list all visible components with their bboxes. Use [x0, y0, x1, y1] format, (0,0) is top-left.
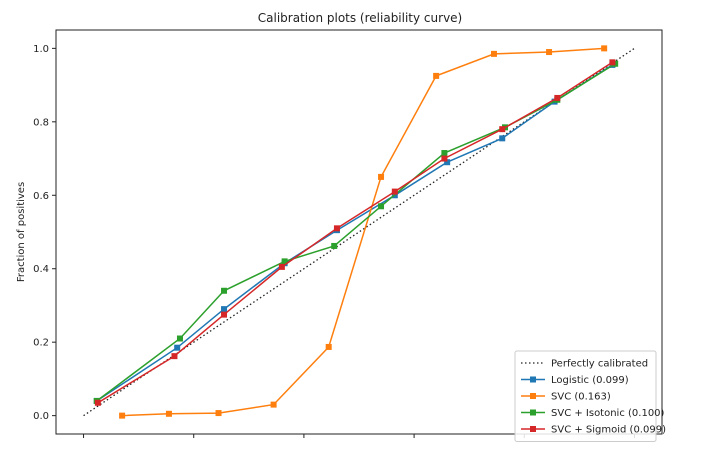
data-point	[94, 399, 101, 406]
data-point	[174, 344, 181, 351]
legend-label: SVC + Isotonic (0.100)	[551, 408, 665, 419]
data-point	[444, 159, 451, 166]
legend-marker	[530, 426, 536, 432]
plot-area	[55, 29, 663, 435]
data-point	[499, 135, 506, 142]
legend-label: Logistic (0.099)	[551, 375, 629, 386]
data-point	[119, 412, 126, 419]
data-point	[331, 242, 338, 249]
data-point	[441, 150, 448, 157]
data-point	[378, 173, 385, 180]
legend-label: SVC (0.163)	[551, 392, 611, 403]
chart-title: Calibration plots (reliability curve)	[258, 11, 462, 25]
data-point	[609, 59, 616, 66]
legend-label: Perfectly calibrated	[551, 359, 648, 370]
y-axis-label: Fraction of positives	[16, 182, 27, 282]
data-point	[433, 72, 440, 79]
data-point	[176, 335, 183, 342]
data-point	[221, 287, 228, 294]
data-point	[601, 45, 608, 52]
data-point	[215, 410, 222, 417]
data-point	[221, 306, 228, 313]
y-tick-label: 1.0	[33, 44, 49, 55]
y-axis-ticks: 0.0 0.2 0.4 0.6 0.8 1.0	[33, 44, 56, 422]
series-1	[119, 45, 608, 419]
data-point	[499, 126, 506, 133]
series-line	[96, 64, 613, 402]
data-point	[165, 410, 172, 417]
data-point	[378, 203, 385, 210]
data-point	[221, 311, 228, 318]
data-point	[281, 258, 288, 265]
data-point	[333, 225, 340, 232]
y-tick-label: 0.2	[33, 338, 49, 349]
series-line	[97, 61, 613, 404]
y-tick-label: 0.0	[33, 411, 49, 422]
y-tick-label: 0.6	[33, 191, 49, 202]
data-point	[441, 155, 448, 162]
data-point	[278, 263, 285, 270]
data-point	[270, 401, 277, 408]
data-point	[391, 188, 398, 195]
data-point	[490, 50, 497, 57]
data-point	[546, 49, 553, 56]
legend: Perfectly calibrated Logistic (0.099) SVC …	[514, 350, 666, 442]
series-3	[94, 59, 616, 406]
legend-box	[514, 350, 657, 442]
data-point	[171, 353, 178, 360]
series-line	[122, 47, 605, 417]
legend-marker	[530, 409, 536, 416]
legend-marker	[530, 393, 536, 399]
y-tick-label: 0.4	[33, 264, 49, 275]
legend-label: SVC + Sigmoid (0.099)	[551, 425, 666, 436]
series-layer	[93, 45, 619, 419]
y-tick-label: 0.8	[33, 117, 49, 128]
data-point	[554, 94, 561, 101]
data-point	[325, 343, 332, 350]
legend-marker	[530, 376, 536, 383]
